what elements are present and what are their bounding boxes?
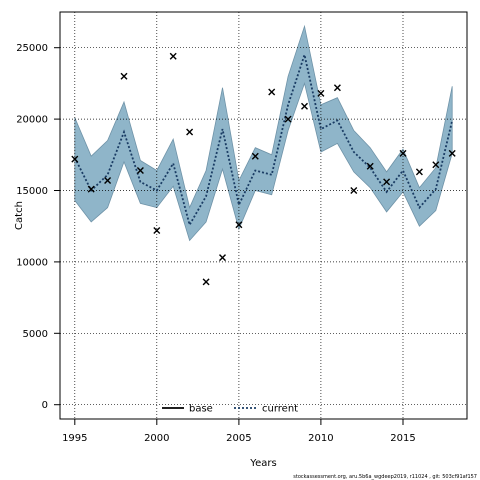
observation-point-stroke (87, 185, 95, 193)
observation-point (202, 278, 210, 286)
observation-point-stroke (71, 155, 79, 163)
observation-point (448, 149, 456, 157)
y-axis: 0 5000 10000 15000 20000 25000 (16, 43, 60, 411)
x-axis: 1995 2000 2005 2010 2015 (62, 419, 416, 444)
observation-point (383, 178, 391, 186)
observation-point-stroke (448, 149, 456, 157)
x-tick-label: 2000 (144, 433, 169, 444)
observation-point (120, 72, 128, 80)
observation-point-stroke (415, 168, 423, 176)
observation-point (235, 221, 243, 229)
observation-point-stroke (219, 254, 226, 262)
x-axis-title: Years (249, 458, 276, 469)
observation-point (169, 52, 177, 60)
y-tick-label: 25000 (16, 43, 48, 54)
observation-point-stroke (399, 149, 407, 157)
observation-point (432, 161, 440, 169)
legend-label-base: base (189, 404, 213, 415)
y-tick-label: 10000 (16, 257, 48, 268)
observation-point (219, 254, 226, 262)
observation-point-stroke (383, 178, 391, 186)
observation-point (251, 152, 259, 160)
observation-point (415, 168, 423, 176)
observation-point (136, 167, 144, 174)
observation-point (399, 149, 407, 157)
plot-frame (59, 11, 468, 420)
legend: base current (162, 404, 298, 415)
observation-point-stroke (186, 128, 194, 136)
observation-point-stroke (317, 89, 325, 97)
observation-point-stroke (169, 52, 177, 60)
y-tick-label: 5000 (23, 329, 48, 340)
observation-point-stroke (284, 115, 292, 123)
observation-point (186, 128, 194, 136)
observation-point-stroke (251, 152, 259, 160)
observation-point (87, 185, 95, 193)
observation-point (71, 155, 79, 163)
y-tick-label: 15000 (16, 186, 48, 197)
observation-point (104, 177, 112, 184)
y-axis-title: Catch (14, 201, 25, 230)
observation-points-layer (71, 52, 456, 286)
grid-layer (60, 12, 467, 419)
confidence-band-layer (74, 24, 453, 242)
observation-point-stroke (268, 88, 276, 96)
observation-point-stroke (350, 187, 358, 194)
observation-point-stroke (120, 72, 128, 80)
y-tick-label: 0 (42, 400, 48, 411)
x-tick-label: 2015 (390, 433, 415, 444)
observation-point-stroke (153, 227, 161, 234)
x-tick-label: 1995 (62, 433, 87, 444)
x-tick-label: 2010 (308, 433, 333, 444)
observation-point (284, 115, 292, 123)
observation-point (350, 187, 358, 194)
x-tick-label: 2005 (226, 433, 251, 444)
observation-point (153, 227, 161, 234)
confidence-band (74, 24, 453, 242)
observation-point (301, 102, 308, 110)
observation-point-stroke (235, 221, 243, 229)
observation-point-stroke (104, 177, 112, 184)
observation-point-stroke (136, 167, 144, 174)
observation-point (366, 162, 374, 170)
observation-point-stroke (333, 84, 341, 92)
observation-point-stroke (301, 102, 308, 110)
observation-point-stroke (432, 161, 440, 169)
observation-point-stroke (202, 278, 210, 286)
observation-point (268, 88, 276, 96)
observation-point (333, 84, 341, 92)
y-tick-label: 20000 (16, 115, 48, 126)
legend-label-current: current (262, 404, 298, 415)
footer-note: stockassessment.org, aru.5b6a_wgdeep2019… (293, 474, 477, 480)
observation-point (317, 89, 325, 97)
observation-point-stroke (366, 162, 374, 170)
